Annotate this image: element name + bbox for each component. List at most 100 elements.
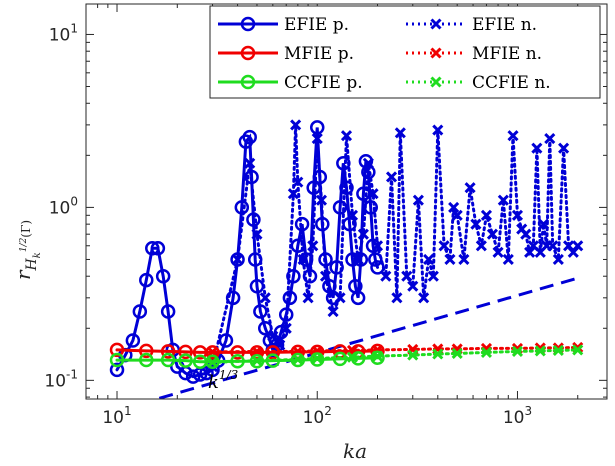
data-point — [160, 344, 176, 359]
k-annotation-base: k — [208, 372, 219, 393]
data-point — [552, 344, 564, 356]
data-point — [253, 304, 268, 319]
data-point — [350, 351, 366, 366]
data-point — [139, 343, 154, 359]
y-axis-label-sub: H — [24, 257, 40, 271]
data-point — [309, 120, 325, 135]
data-point — [265, 345, 281, 360]
x-tick-label: 101 — [102, 404, 131, 428]
axes-box — [85, 3, 608, 400]
data-point — [329, 260, 344, 275]
data-point — [160, 304, 176, 319]
legend-item: EFIE n. — [406, 15, 537, 35]
series-mfie-p — [109, 342, 385, 360]
data-point — [205, 345, 220, 360]
data-point — [572, 344, 584, 356]
data-point — [230, 345, 245, 360]
legend-swatch-marker — [240, 16, 256, 32]
data-point — [234, 200, 250, 215]
legend-swatch-marker — [240, 45, 256, 61]
data-point — [290, 238, 306, 254]
y-axis-label-sup: 1/2 — [19, 237, 29, 252]
plot-area — [109, 119, 584, 399]
data-point — [178, 353, 193, 368]
data-point — [427, 270, 439, 282]
data-point — [230, 252, 245, 267]
y-axis-label-subsub: k — [32, 252, 43, 258]
data-point — [265, 353, 281, 368]
data-point — [309, 352, 325, 367]
data-point — [448, 201, 460, 213]
y-tick-label-exponent: 0 — [70, 194, 78, 208]
data-point — [511, 345, 524, 357]
data-point — [547, 240, 559, 252]
data-point — [438, 240, 450, 252]
series-ccfie-p — [109, 350, 385, 370]
data-point — [327, 305, 339, 318]
data-point — [160, 352, 176, 368]
data-point — [230, 353, 245, 369]
data-point — [247, 252, 263, 267]
data-point — [150, 241, 166, 256]
data-point — [242, 129, 257, 145]
data-point — [497, 194, 509, 206]
x-tick-label-base: 10 — [303, 408, 325, 428]
data-point — [139, 272, 154, 288]
x-tick-label-base: 10 — [102, 408, 124, 428]
data-point — [249, 345, 265, 360]
data-point — [249, 353, 265, 369]
data-point — [558, 142, 570, 154]
x-tick-label: 103 — [503, 404, 532, 428]
series-line — [115, 356, 379, 364]
legend-item: CCFIE p. — [218, 73, 363, 93]
data-point — [145, 241, 160, 256]
data-point — [432, 124, 444, 136]
data-point — [432, 348, 444, 360]
series-efie-n — [206, 119, 584, 373]
y-axis-label-main: r — [11, 269, 35, 280]
legend-item: MFIE n. — [406, 44, 542, 64]
legend-swatch-marker — [430, 18, 442, 30]
data-point — [258, 321, 273, 336]
y-tick-label: 100 — [49, 194, 78, 218]
data-point — [339, 180, 354, 195]
y-tick-label-base: 10 — [49, 25, 71, 45]
legend-label: EFIE p. — [284, 15, 349, 35]
k-annotation: k1/3 — [208, 368, 239, 393]
data-point — [480, 346, 493, 358]
legend-item: EFIE p. — [218, 15, 349, 35]
data-point — [286, 268, 301, 284]
legend-label: EFIE n. — [472, 15, 537, 35]
data-point — [287, 188, 299, 200]
data-point — [534, 345, 546, 357]
data-point — [520, 228, 532, 240]
k-annotation-exponent: 1/3 — [219, 368, 239, 382]
data-point — [132, 304, 148, 319]
data-point — [531, 142, 543, 154]
data-point — [312, 169, 328, 185]
data-point — [178, 344, 193, 360]
data-point — [139, 352, 154, 368]
legend: EFIE p. MFIE p. CCFIE p. EFIE n. MFIE n. CCFI… — [209, 5, 601, 99]
data-point — [340, 130, 353, 142]
data-point — [480, 209, 493, 221]
x-tick-label: 102 — [303, 404, 332, 428]
data-point — [290, 119, 302, 131]
data-point — [544, 133, 556, 145]
data-point — [109, 352, 125, 368]
y-tick-label-exponent: 1 — [70, 21, 78, 35]
data-point — [342, 216, 357, 232]
legend-item: MFIE p. — [218, 44, 354, 64]
data-point — [155, 268, 171, 284]
data-point — [332, 351, 348, 367]
data-point — [464, 182, 476, 194]
data-point — [350, 290, 366, 306]
data-point — [325, 290, 341, 306]
data-point — [249, 278, 265, 294]
x-tick-label-exponent: 3 — [524, 404, 532, 418]
plot-content — [109, 119, 584, 399]
data-point — [259, 292, 271, 304]
data-point — [185, 369, 201, 384]
y-tick-label-exponent: -1 — [66, 367, 78, 381]
